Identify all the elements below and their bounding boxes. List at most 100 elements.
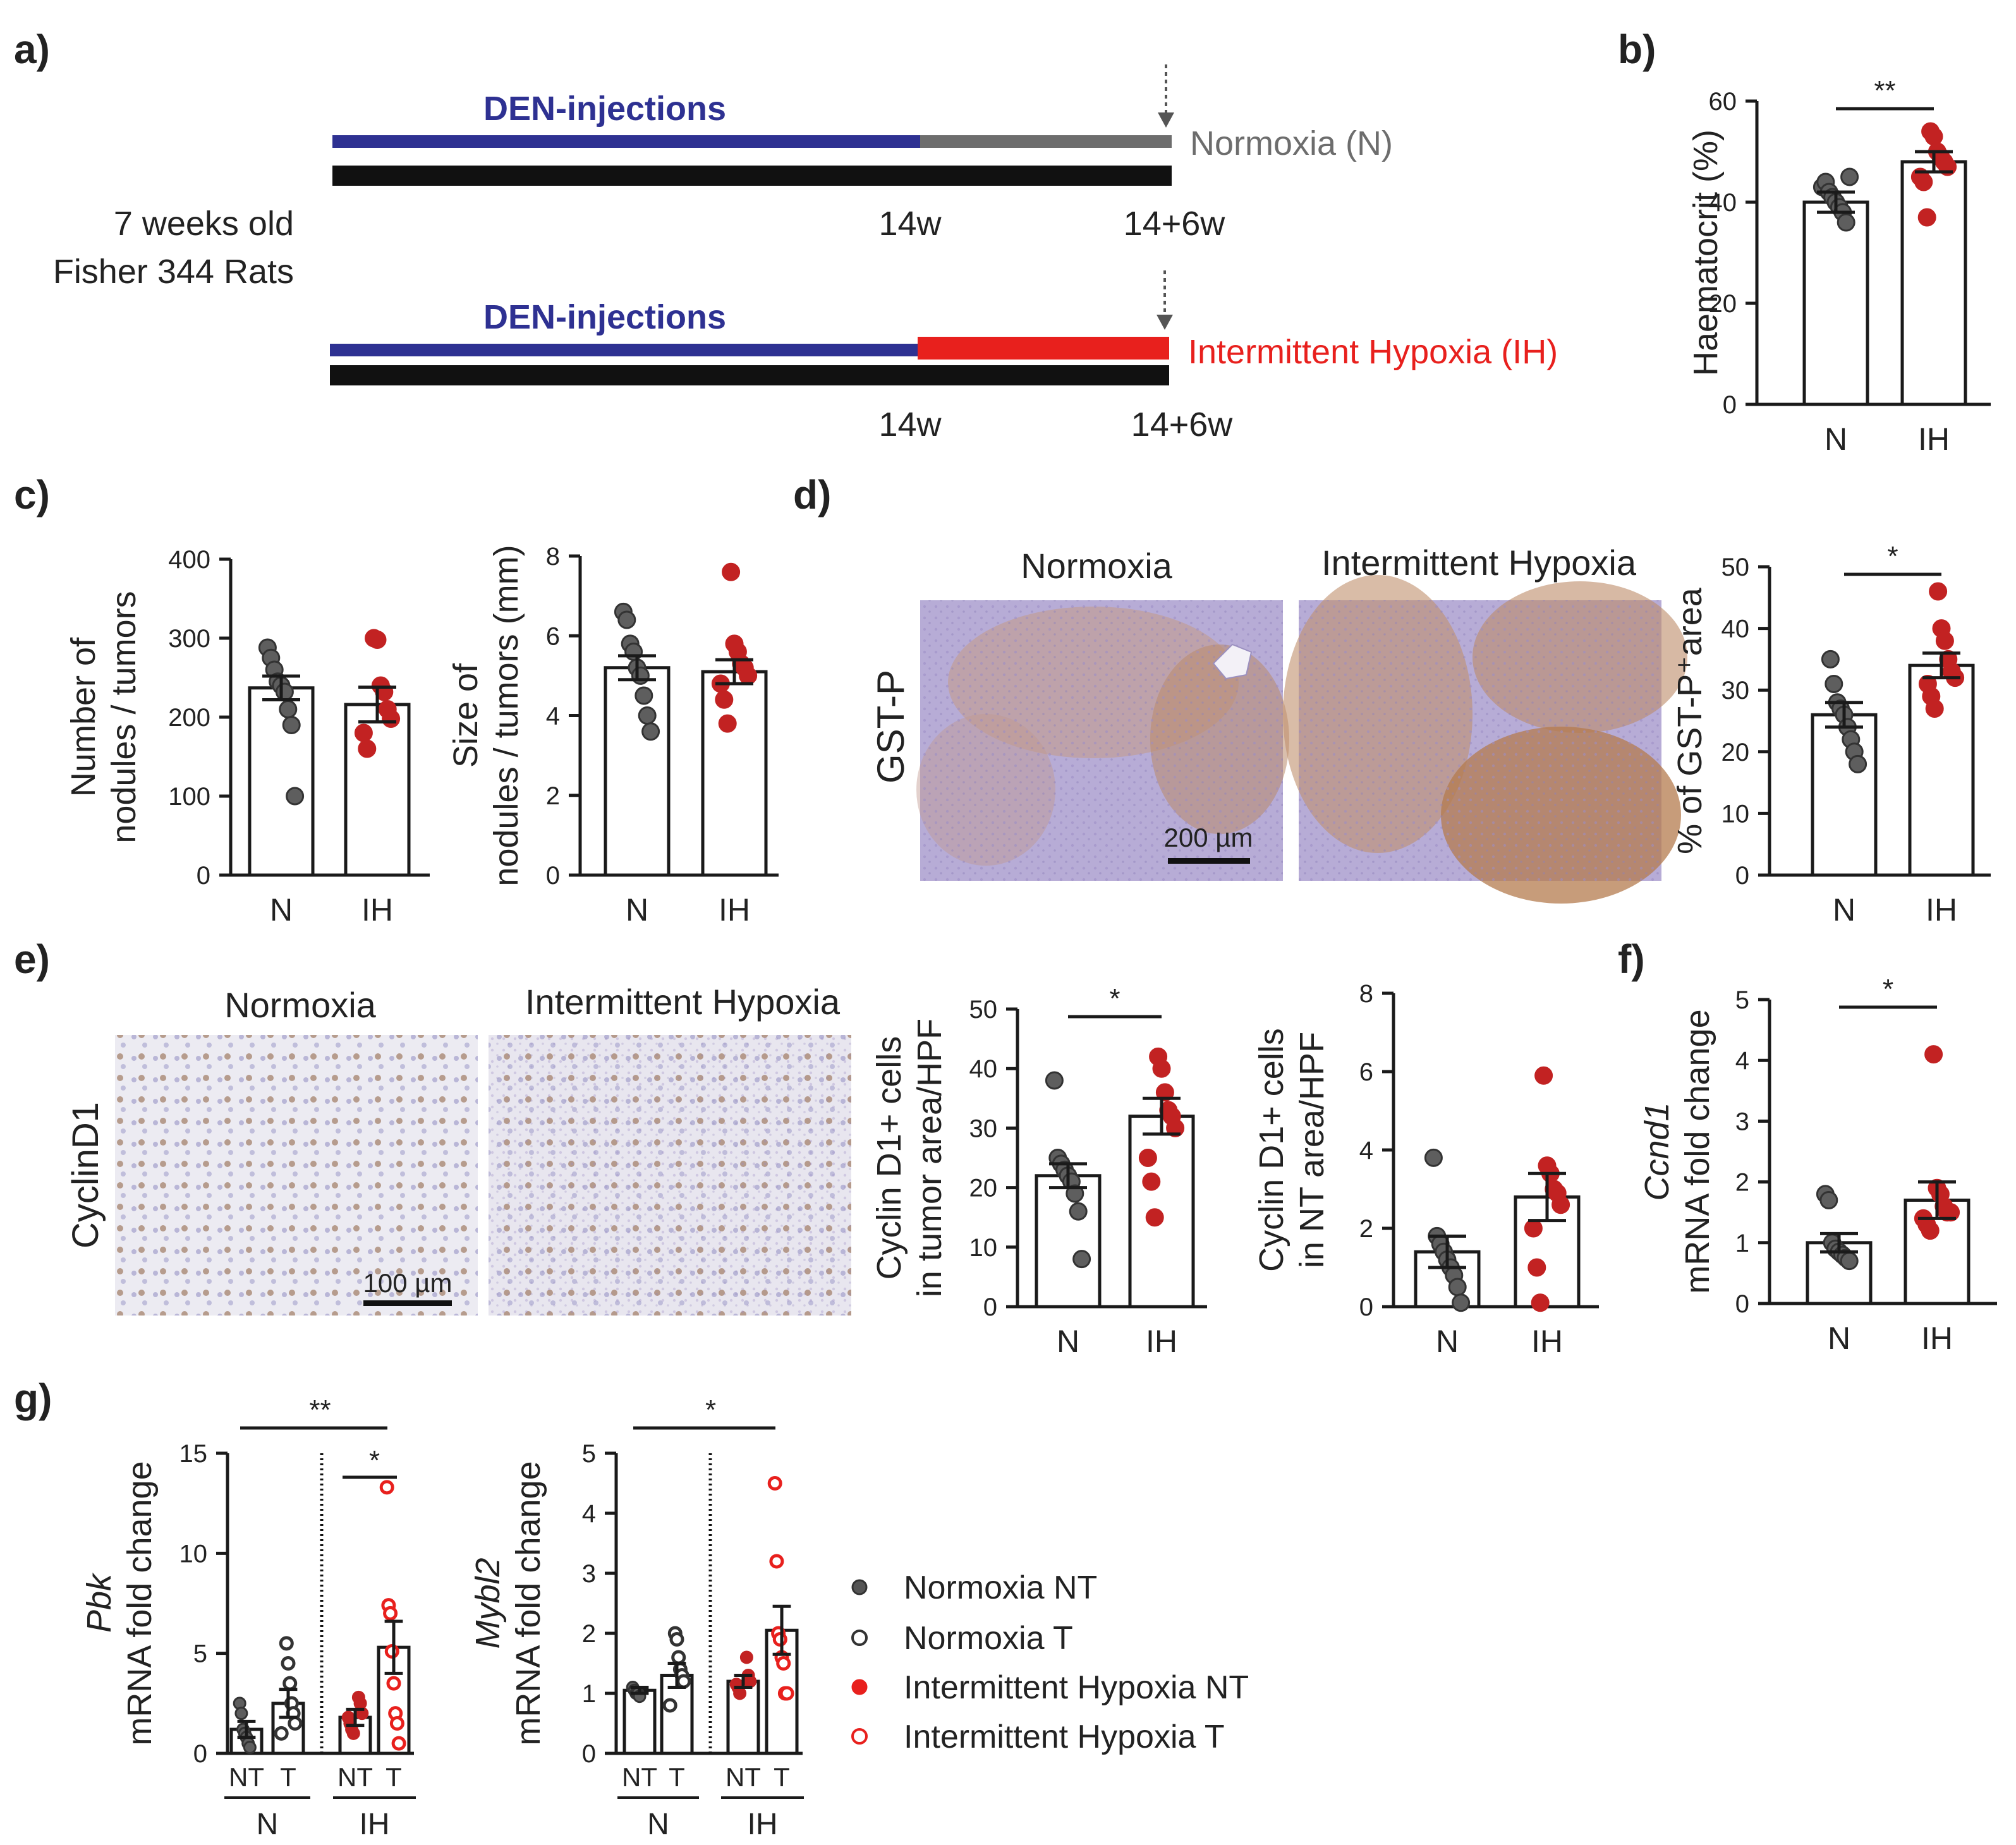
point-f-1-5 bbox=[1941, 1203, 1960, 1222]
panel-e-label: e) bbox=[14, 936, 50, 982]
chart-e1: 0 10 20 30 40 50 Cyclin D1+ cells in tumor area… bbox=[870, 983, 1207, 1359]
gstp-scale-bar bbox=[1168, 858, 1250, 864]
rats-line-2: Fisher 344 Rats bbox=[53, 253, 294, 291]
chart-c2: 0 2 4 6 8 Size of nodules / tumors (mm) N IH bbox=[447, 543, 779, 928]
y-tick-label-c2-0: 0 bbox=[546, 862, 560, 890]
gstp-normoxia-image bbox=[916, 600, 1289, 881]
point-e2-0-7 bbox=[1448, 1278, 1467, 1297]
point-g1-3-6 bbox=[389, 1716, 404, 1731]
y-tick-label-f-0: 0 bbox=[1735, 1290, 1749, 1318]
legend-marker-hypoxia-t bbox=[851, 1728, 868, 1745]
point-c2-0-6 bbox=[635, 686, 653, 705]
y-axis-label-b-0: Haematocrit (%) bbox=[1687, 130, 1725, 376]
y-axis-label-g1-1: mRNA fold change bbox=[121, 1461, 159, 1745]
group-label-g2-1: IH bbox=[748, 1808, 778, 1841]
group-label-g1-1: IH bbox=[360, 1808, 390, 1841]
y-axis-label-e1-0: Cyclin D1+ cells bbox=[870, 1036, 908, 1280]
point-g1-0-6 bbox=[243, 1741, 257, 1754]
time-14w-bottom: 14w bbox=[878, 406, 942, 444]
sacrifice-arrow-bottom bbox=[1157, 270, 1173, 330]
point-g2-1-5 bbox=[676, 1674, 691, 1689]
gstp-title-normoxia: Normoxia bbox=[1021, 546, 1172, 586]
point-g2-2-2 bbox=[743, 1674, 757, 1688]
den-line-bottom bbox=[330, 344, 918, 356]
point-g2-3-7 bbox=[779, 1686, 794, 1701]
chart-c1: 0 100 200 300 400 Number of nodules / tumors N I… bbox=[64, 546, 430, 928]
x-label-e1-1: IH bbox=[1146, 1324, 1177, 1359]
x-label-g2-0: NT bbox=[622, 1762, 657, 1792]
point-g1-1-5 bbox=[288, 1716, 303, 1731]
panel-a: a) 7 weeks old Fisher 344 Rats DEN-injec… bbox=[14, 27, 1558, 444]
panel-c-label: c) bbox=[14, 472, 50, 517]
group-label-g1-0: N bbox=[257, 1808, 279, 1841]
den-label-top: DEN-injections bbox=[483, 90, 726, 128]
sig-mark-d: * bbox=[1887, 541, 1898, 572]
y-tick-label-e2-1: 2 bbox=[1359, 1215, 1373, 1243]
point-g1-3-0 bbox=[379, 1480, 394, 1495]
point-c1-1-6 bbox=[354, 723, 373, 742]
point-e2-1-8 bbox=[1531, 1293, 1550, 1312]
gstp-side-label: GST-P bbox=[870, 670, 912, 783]
point-g1-3-7 bbox=[391, 1736, 406, 1751]
cyclin-scale-text: 100 µm bbox=[363, 1268, 452, 1298]
y-axis-label-g2-0: Mybl2 bbox=[469, 1558, 507, 1648]
x-label-f-0: N bbox=[1828, 1321, 1850, 1356]
point-g2-1-1 bbox=[669, 1632, 684, 1647]
y-axis-label-c1-1: nodules / tumors bbox=[105, 591, 143, 843]
normoxia-line bbox=[920, 135, 1172, 148]
y-axis-label-c1-0: Number of bbox=[64, 637, 102, 797]
point-d-1-8 bbox=[1925, 699, 1944, 718]
point-e1-1-8 bbox=[1145, 1208, 1164, 1227]
time-20w-top: 14+6w bbox=[1124, 205, 1226, 243]
panel-d-label: d) bbox=[793, 472, 831, 517]
sig-mark-long-g2: * bbox=[705, 1394, 716, 1425]
point-e2-1-7 bbox=[1527, 1258, 1546, 1277]
y-tick-label-c2-4: 8 bbox=[546, 543, 560, 571]
point-c2-1-7 bbox=[715, 690, 734, 709]
x-label-e2-1: IH bbox=[1531, 1324, 1563, 1359]
point-e1-1-1 bbox=[1152, 1059, 1171, 1078]
point-g2-2-0 bbox=[739, 1650, 753, 1664]
normoxia-label: Normoxia (N) bbox=[1190, 124, 1393, 162]
y-tick-label-e1-4: 40 bbox=[969, 1055, 998, 1083]
y-tick-label-g2-1: 1 bbox=[582, 1680, 596, 1708]
y-tick-label-f-5: 5 bbox=[1735, 986, 1749, 1014]
y-axis-label-c2-0: Size of bbox=[447, 663, 485, 768]
y-tick-label-g2-4: 4 bbox=[582, 1500, 596, 1528]
legend-label-normoxia-nt: Normoxia NT bbox=[904, 1570, 1097, 1606]
sig-mark-b: ** bbox=[1874, 75, 1895, 106]
point-c2-1-8 bbox=[718, 714, 737, 733]
panel-d-images: Normoxia Intermittent Hypoxia GST-P 200 … bbox=[870, 543, 1687, 904]
point-c2-0-3 bbox=[624, 643, 643, 661]
point-e1-0-7 bbox=[1069, 1202, 1088, 1221]
point-f-1-0 bbox=[1924, 1045, 1943, 1064]
y-tick-label-g1-1: 5 bbox=[193, 1640, 207, 1668]
y-tick-label-b-0: 0 bbox=[1723, 391, 1737, 419]
x-label-g2-1: T bbox=[669, 1762, 685, 1792]
point-c1-0-6 bbox=[279, 700, 298, 718]
sig-mark-e1: * bbox=[1109, 983, 1120, 1014]
point-c1-1-1 bbox=[368, 631, 387, 649]
cyclin-title-hypoxia: Intermittent Hypoxia bbox=[525, 982, 841, 1022]
chart-d: 0 10 20 30 40 50 % of GST-P⁺area N IH * bbox=[1671, 541, 1991, 928]
point-g2-2-5 bbox=[733, 1686, 747, 1700]
rats-line-1: 7 weeks old bbox=[114, 205, 294, 243]
x-label-d-0: N bbox=[1833, 892, 1855, 928]
point-d-0-0 bbox=[1821, 650, 1840, 668]
y-tick-label-b-2: 40 bbox=[1709, 189, 1737, 217]
point-e2-1-6 bbox=[1524, 1219, 1543, 1238]
point-g1-1-2 bbox=[282, 1676, 298, 1691]
point-e1-0-0 bbox=[1045, 1071, 1064, 1090]
y-axis-label-f-0: Ccnd1 bbox=[1638, 1102, 1676, 1201]
bar-b-0 bbox=[1802, 200, 1869, 406]
point-f-1-8 bbox=[1921, 1221, 1940, 1240]
bar-g1-3 bbox=[377, 1645, 411, 1755]
y-tick-label-d-1: 10 bbox=[1721, 800, 1750, 828]
y-tick-label-e1-1: 10 bbox=[969, 1234, 998, 1262]
legend-label-hypoxia-nt: Intermittent Hypoxia NT bbox=[904, 1669, 1249, 1706]
x-label-f-1: IH bbox=[1921, 1321, 1953, 1356]
point-e1-1-5 bbox=[1166, 1118, 1185, 1137]
point-g1-2-6 bbox=[346, 1726, 360, 1740]
y-tick-label-e2-2: 4 bbox=[1359, 1137, 1373, 1164]
